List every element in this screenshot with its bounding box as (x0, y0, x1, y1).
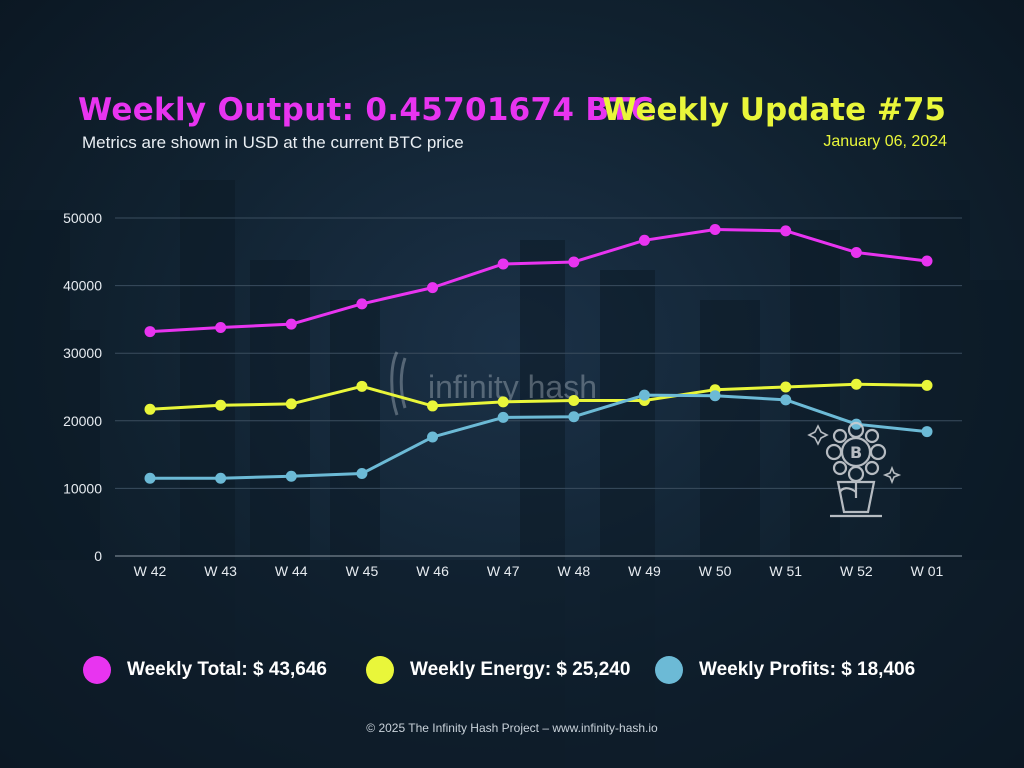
series-line (149, 227, 928, 334)
x-tick-label: W 42 (134, 563, 167, 579)
data-point (497, 258, 509, 270)
data-point (144, 326, 156, 338)
legend-label-profits: Weekly Profits: $ 18,406 (699, 659, 916, 680)
data-point (427, 431, 439, 443)
data-point (568, 411, 580, 423)
data-point (780, 394, 792, 406)
data-point (850, 246, 862, 258)
data-point (215, 472, 227, 484)
footer-copyright: © 2025 The Infinity Hash Project – www.i… (366, 721, 658, 735)
x-axis-ticks: W 42 W 43 W 44 W 45 W 46 W 47 W 48 W 49 W 50 W 51… (134, 563, 944, 579)
data-point (568, 256, 580, 268)
legend-swatch-profits (655, 656, 683, 684)
x-tick-label: W 43 (204, 563, 237, 579)
data-point (497, 411, 509, 423)
y-tick-label: 0 (94, 548, 102, 564)
svg-text:B: B (850, 443, 862, 462)
data-point (850, 418, 862, 430)
data-point (356, 380, 368, 392)
data-point (215, 322, 227, 334)
y-tick-label: 10000 (63, 480, 102, 496)
x-tick-label: W 49 (628, 563, 661, 579)
watermark: infinity hash (390, 351, 597, 416)
data-point (568, 395, 580, 407)
data-point (144, 403, 156, 415)
data-point (285, 398, 297, 410)
data-point (638, 234, 650, 246)
update-date: January 06, 2024 (823, 133, 947, 150)
data-point (780, 225, 792, 237)
x-tick-label: W 48 (557, 563, 590, 579)
series-lines (144, 223, 933, 484)
x-tick-label: W 01 (911, 563, 944, 579)
data-point (638, 389, 650, 401)
data-point (356, 298, 368, 310)
data-point (921, 379, 933, 391)
y-tick-label: 30000 (63, 345, 102, 361)
data-point (921, 426, 933, 438)
data-point (144, 472, 156, 484)
legend-item-energy: Weekly Energy: $ 25,240 (366, 650, 630, 690)
data-point (850, 378, 862, 390)
data-point (780, 381, 792, 393)
data-point (709, 223, 721, 235)
data-point (356, 468, 368, 480)
data-point (285, 470, 297, 482)
x-tick-label: W 50 (699, 563, 732, 579)
data-point (427, 282, 439, 294)
legend-label-energy: Weekly Energy: $ 25,240 (410, 659, 631, 680)
legend-swatch-total (83, 656, 111, 684)
series-line (149, 382, 928, 411)
series-line (150, 393, 928, 480)
x-tick-label: W 45 (346, 563, 379, 579)
infinity-hash-logo-icon (390, 351, 407, 416)
x-tick-label: W 46 (416, 563, 449, 579)
legend-item-profits: Weekly Profits: $ 18,406 (655, 650, 915, 690)
legend-label-total: Weekly Total: $ 43,646 (127, 659, 327, 680)
data-point (215, 399, 227, 411)
chart-title: Weekly Output: 0.45701674 BTC (78, 92, 654, 128)
y-tick-label: 50000 (63, 210, 102, 226)
x-tick-label: W 44 (275, 563, 308, 579)
x-tick-label: W 47 (487, 563, 520, 579)
data-point (285, 318, 297, 330)
legend-swatch-energy (366, 656, 394, 684)
data-point (921, 255, 933, 267)
grid-lines (115, 217, 962, 557)
y-tick-label: 40000 (63, 278, 102, 294)
y-axis-ticks: 0 10000 20000 30000 40000 50000 (63, 210, 102, 564)
x-tick-label: W 51 (769, 563, 802, 579)
x-tick-label: W 52 (840, 563, 873, 579)
data-point (427, 400, 439, 412)
y-tick-label: 20000 (63, 413, 102, 429)
data-point (497, 396, 509, 408)
chart-subtitle: Metrics are shown in USD at the current … (82, 133, 464, 152)
series-weekly-total (144, 223, 933, 338)
chart-legend: Weekly Total: $ 43,646 Weekly Energy: $ … (0, 650, 1024, 690)
legend-item-total: Weekly Total: $ 43,646 (83, 650, 327, 690)
data-point (709, 390, 721, 402)
series-weekly-profits (144, 389, 933, 484)
bitcoin-plant-icon: B (807, 421, 902, 518)
update-title: Weekly Update #75 (602, 92, 946, 128)
